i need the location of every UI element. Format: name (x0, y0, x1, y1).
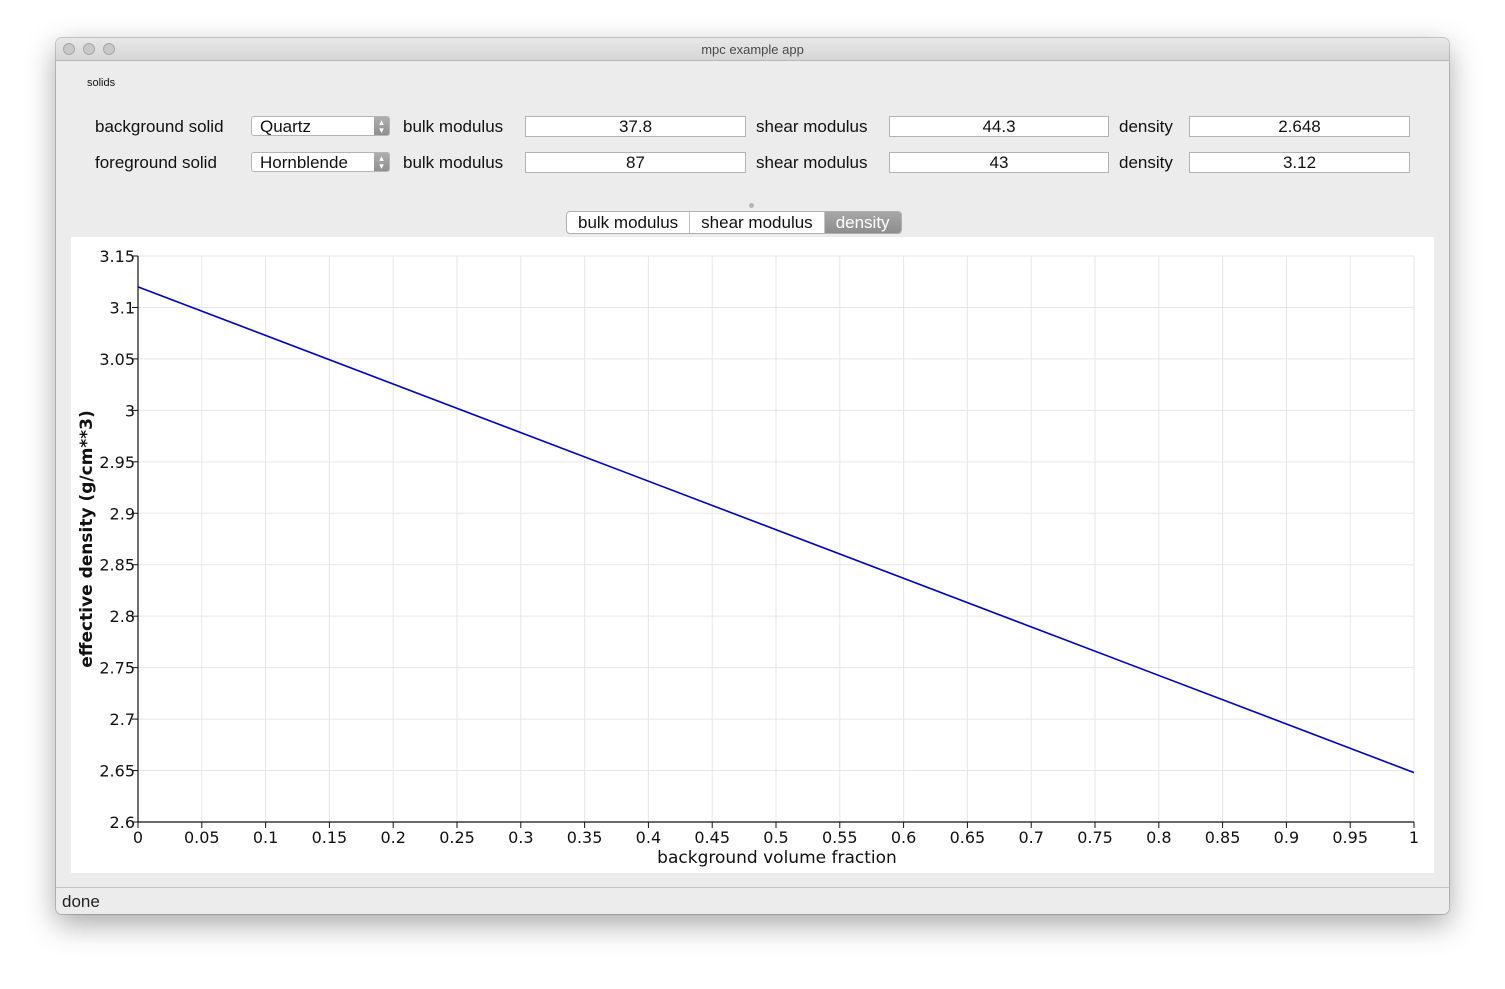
y-tick-label: 2.85 (99, 556, 135, 575)
x-axis-label: background volume fraction (657, 848, 897, 868)
x-tick-label: 0.55 (822, 828, 858, 847)
foreground-bulk-modulus-label: bulk modulus (403, 153, 504, 172)
foreground-solid-select[interactable]: Hornblende ▴ ▾ (251, 152, 390, 172)
y-tick-label: 2.95 (99, 453, 135, 472)
background-density-label: density (1119, 117, 1173, 136)
background-shear-modulus-field[interactable]: 44.3 (889, 116, 1109, 137)
axes (132, 255, 1415, 828)
x-tick-label: 0.9 (1274, 828, 1299, 847)
background-solid-label: background solid (95, 117, 224, 136)
x-tick-label: 0.45 (694, 828, 730, 847)
x-tick-label: 0.95 (1332, 828, 1368, 847)
tab-shear-modulus[interactable]: shear modulus (690, 212, 825, 233)
background-solid-select[interactable]: Quartz ▴ ▾ (251, 116, 390, 136)
background-density-field[interactable]: 2.648 (1189, 116, 1410, 137)
y-tick-label: 3.15 (99, 247, 135, 266)
x-tick-label: 0.05 (184, 828, 220, 847)
x-tick-label: 0 (133, 828, 143, 847)
background-bulk-modulus-label: bulk modulus (403, 117, 504, 136)
x-tick-label: 0.25 (439, 828, 475, 847)
foreground-solid-label: foreground solid (95, 153, 217, 172)
window-title: mpc example app (701, 42, 804, 57)
title-bar: mpc example app (56, 38, 1449, 61)
y-tick-label: 3 (125, 401, 135, 420)
background-shear-modulus-label: shear modulus (756, 117, 868, 136)
density-chart: 0 0.05 0.1 0.15 0.2 0.25 0.3 0.35 0.4 0.45 0.5 0.55… (77, 247, 1419, 868)
x-tick-label: 0.3 (508, 828, 533, 847)
x-tick-label: 0.7 (1018, 828, 1043, 847)
foreground-density-field[interactable]: 3.12 (1189, 152, 1410, 173)
y-tick-label: 3.05 (99, 350, 135, 369)
status-text: done (62, 892, 100, 911)
y-axis-label: effective density (g/cm**3) (77, 410, 97, 668)
x-tick-label: 0.75 (1077, 828, 1113, 847)
tab-bulk-modulus[interactable]: bulk modulus (567, 212, 691, 233)
y-tick-label: 2.7 (110, 710, 135, 729)
x-tick-label: 0.6 (891, 828, 916, 847)
chevron-updown-icon: ▴ ▾ (374, 117, 389, 135)
grid-lines (137, 255, 1415, 823)
plot-tab-bar: bulk modulus shear modulus density (566, 211, 902, 234)
y-tick-label: 2.8 (110, 607, 135, 626)
foreground-bulk-modulus-field[interactable]: 87 (525, 152, 746, 173)
x-tick-label: 0.65 (950, 828, 986, 847)
app-window: mpc example app solids background solid … (56, 38, 1449, 914)
tab-density[interactable]: density (824, 212, 901, 233)
y-tick-label: 2.6 (110, 813, 135, 832)
splitter-handle[interactable] (749, 203, 754, 208)
x-tick-label: 0.35 (567, 828, 603, 847)
foreground-shear-modulus-field[interactable]: 43 (889, 152, 1109, 173)
x-tick-label: 0.2 (380, 828, 405, 847)
x-tick-label: 0.4 (636, 828, 661, 847)
foreground-density-label: density (1119, 153, 1173, 172)
background-solid-value: Quartz (260, 117, 312, 136)
foreground-shear-modulus-label: shear modulus (756, 153, 868, 172)
tick-labels: 0 0.05 0.1 0.15 0.2 0.25 0.3 0.35 0.4 0.45 0.5 0.55… (99, 247, 1419, 847)
y-tick-label: 2.65 (99, 762, 135, 781)
solids-group-label: solids (87, 77, 116, 89)
status-bar: done (56, 887, 1449, 914)
zoom-window-button[interactable] (103, 43, 115, 55)
series-line (137, 286, 1415, 774)
y-tick-label: 2.9 (110, 504, 135, 523)
x-tick-label: 0.15 (312, 828, 348, 847)
y-tick-label: 2.75 (99, 659, 135, 678)
y-tick-label: 3.1 (110, 298, 135, 317)
x-tick-label: 0.1 (253, 828, 278, 847)
foreground-solid-value: Hornblende (260, 153, 348, 172)
minimize-window-button[interactable] (83, 43, 95, 55)
series-layer (137, 286, 1415, 774)
plot-panel: 0 0.05 0.1 0.15 0.2 0.25 0.3 0.35 0.4 0.45 0.5 0.55… (71, 237, 1434, 873)
background-bulk-modulus-field[interactable]: 37.8 (525, 116, 746, 137)
close-window-button[interactable] (63, 43, 75, 55)
x-tick-label: 0.85 (1205, 828, 1241, 847)
x-tick-label: 0.5 (763, 828, 788, 847)
chevron-updown-icon: ▴ ▾ (374, 153, 389, 171)
x-tick-label: 0.8 (1146, 828, 1171, 847)
x-tick-label: 1 (1409, 828, 1419, 847)
